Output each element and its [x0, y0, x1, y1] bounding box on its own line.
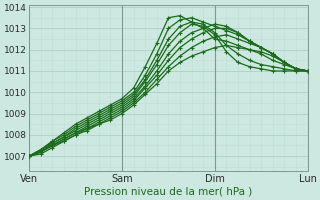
X-axis label: Pression niveau de la mer( hPa ): Pression niveau de la mer( hPa ) [84, 187, 252, 197]
